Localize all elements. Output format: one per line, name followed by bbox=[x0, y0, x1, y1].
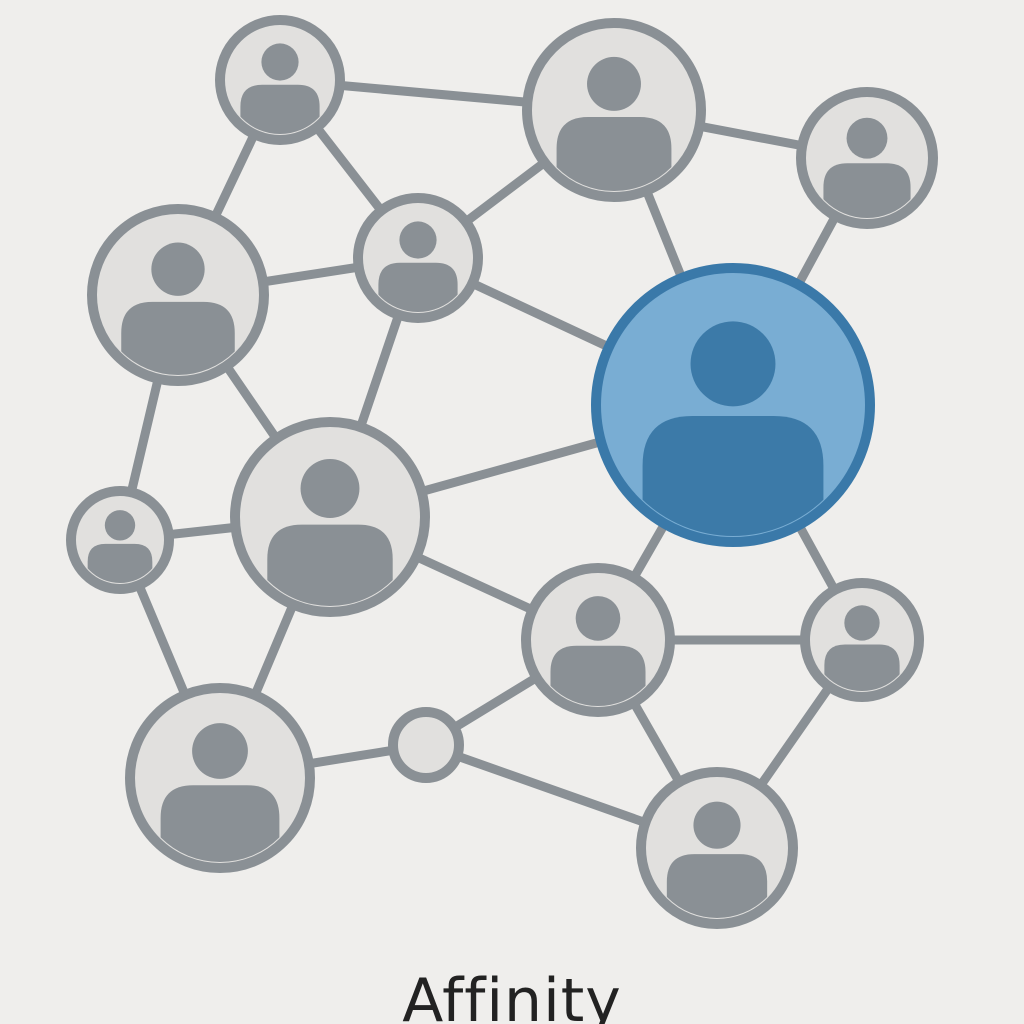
node-n1 bbox=[215, 15, 345, 145]
node-n11 bbox=[125, 683, 315, 873]
person-icon bbox=[240, 43, 320, 134]
person-icon bbox=[267, 459, 393, 606]
node-n3 bbox=[796, 87, 938, 229]
node-n7 bbox=[230, 417, 430, 617]
nodes-layer bbox=[66, 15, 938, 929]
person-icon bbox=[823, 117, 911, 218]
person-icon bbox=[121, 242, 235, 375]
node-n10 bbox=[800, 578, 924, 702]
person-icon bbox=[556, 56, 672, 191]
person-icon bbox=[642, 321, 824, 536]
node-n5 bbox=[353, 193, 483, 323]
person-icon bbox=[378, 221, 458, 312]
node-n6 bbox=[591, 263, 875, 547]
person-icon bbox=[87, 510, 153, 583]
node-n8 bbox=[66, 486, 174, 594]
node-n9 bbox=[521, 563, 675, 717]
person-icon bbox=[824, 605, 900, 691]
node-circle bbox=[388, 707, 464, 783]
node-n12 bbox=[388, 707, 464, 783]
node-n2 bbox=[522, 18, 706, 202]
person-icon bbox=[550, 596, 646, 706]
person-icon bbox=[666, 801, 768, 918]
node-n13 bbox=[636, 767, 798, 929]
person-icon bbox=[160, 723, 280, 862]
node-n4 bbox=[87, 204, 269, 386]
diagram-caption: Affinity bbox=[402, 966, 622, 1024]
